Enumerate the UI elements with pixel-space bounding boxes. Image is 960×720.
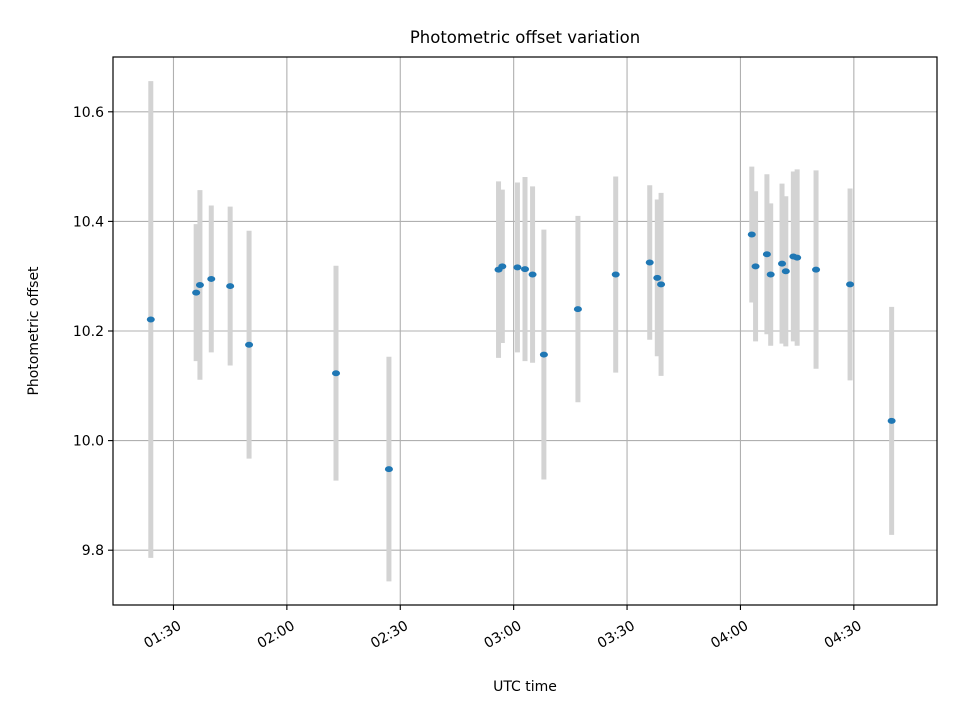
data-point [384,466,393,473]
data-point [887,417,896,424]
data-point [528,271,537,278]
data-point [192,289,201,296]
data-point [657,281,666,288]
data-point [653,274,662,281]
data-point [611,271,620,278]
y-axis-ticks: 9.8 10.0 10.2 10.4 10.6 [73,105,113,559]
data-point [146,316,155,323]
data-point [766,271,775,278]
data-point [539,351,548,358]
y-axis-label: Photometric offset [26,266,42,396]
data-point [573,306,582,313]
data-point [207,275,216,282]
data-point [781,268,790,275]
y-tick-label: 9.8 [82,543,104,559]
data-point [778,260,787,267]
y-tick-label: 10.2 [73,324,104,340]
data-point [245,341,254,348]
data-point [645,259,654,266]
y-tick-label: 10.0 [73,434,104,450]
data-points [146,231,896,473]
data-point [513,264,522,271]
y-tick-label: 10.6 [73,105,104,121]
x-axis-label: UTC time [493,679,557,695]
data-point [812,266,821,273]
data-point [762,251,771,258]
data-point [846,281,855,288]
data-point [195,281,204,288]
data-point [793,254,802,261]
data-point [751,263,760,270]
y-tick-label: 10.4 [73,214,104,230]
chart-title: Photometric offset variation [410,28,640,47]
data-point [521,266,529,273]
data-point [747,231,756,238]
data-point [498,263,507,270]
data-point [332,370,341,377]
data-point [226,283,235,290]
